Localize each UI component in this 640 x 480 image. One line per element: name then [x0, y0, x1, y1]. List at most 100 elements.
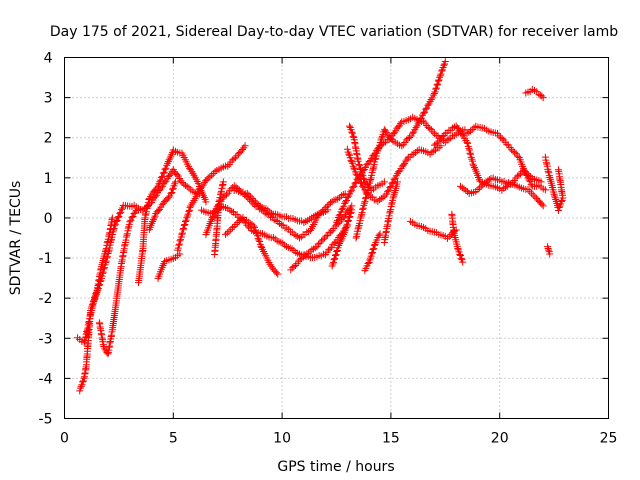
data-point [350, 164, 358, 172]
data-point [485, 176, 493, 184]
data-point [315, 210, 323, 218]
data-point [342, 198, 350, 206]
data-point [358, 209, 366, 217]
data-point [362, 193, 370, 201]
data-point [412, 124, 420, 132]
data-point [352, 234, 360, 242]
y-tick-label: -3 [39, 331, 53, 347]
data-point [408, 151, 416, 159]
data-point [416, 115, 424, 123]
data-point [336, 238, 344, 246]
data-point [99, 269, 107, 277]
data-point [378, 134, 386, 142]
data-point [413, 147, 421, 155]
data-point [348, 159, 356, 167]
data-point [389, 194, 397, 202]
data-point [354, 157, 362, 165]
data-point [322, 204, 330, 212]
data-point [468, 157, 476, 165]
data-point [474, 186, 482, 194]
data-point [257, 242, 265, 250]
data-point [199, 192, 207, 200]
data-point [305, 228, 313, 236]
series-s19 [352, 58, 449, 242]
data-point [180, 221, 188, 229]
data-point [270, 216, 278, 224]
data-point [235, 217, 243, 225]
data-point [187, 166, 195, 174]
data-point [374, 147, 382, 155]
data-point [276, 220, 284, 228]
data-point [164, 159, 172, 167]
data-point [343, 194, 351, 202]
data-point [502, 183, 510, 191]
data-point [393, 178, 401, 186]
data-point [76, 384, 84, 392]
data-point [318, 207, 326, 215]
data-point [469, 160, 477, 168]
data-point [366, 256, 374, 264]
data-point [226, 206, 234, 214]
data-point [357, 212, 365, 220]
series-s02 [76, 214, 116, 395]
data-point [390, 190, 398, 198]
data-point [176, 237, 184, 245]
data-point [99, 268, 107, 276]
data-point [438, 67, 446, 75]
data-point [476, 184, 484, 192]
data-point [368, 171, 376, 179]
data-point [112, 217, 120, 225]
data-point [352, 170, 360, 178]
data-point [77, 382, 85, 390]
data-point [427, 95, 435, 103]
data-point [457, 255, 465, 263]
data-point [369, 165, 377, 173]
data-point [434, 80, 442, 88]
data-point [456, 250, 464, 258]
data-point [333, 247, 341, 255]
data-point [428, 148, 436, 156]
data-point [329, 260, 337, 268]
tick-labels: 0 5 10 15 20 25 -5 -4 -3 -2 -1 0 1 2 3 4 [39, 51, 618, 447]
data-point [178, 229, 186, 237]
data-point [544, 245, 552, 253]
series-s18 [346, 122, 388, 194]
data-point [546, 175, 554, 183]
data-point [514, 152, 522, 160]
data-point [525, 176, 533, 184]
data-point [319, 236, 327, 244]
series-s08 [174, 142, 249, 254]
data-point [545, 246, 553, 254]
data-point [114, 213, 122, 221]
data-point [298, 254, 306, 262]
data-point [311, 244, 319, 252]
data-point [161, 165, 169, 173]
data-point [498, 135, 506, 143]
data-point [110, 226, 118, 234]
series-s23 [448, 210, 467, 266]
data-point [241, 142, 249, 150]
data-point [389, 178, 397, 186]
data-point [440, 61, 448, 69]
series-s26 [463, 122, 549, 194]
data-point [317, 237, 325, 245]
data-point [317, 209, 325, 217]
data-point [227, 226, 235, 234]
data-point [359, 174, 367, 182]
data-point [266, 261, 274, 269]
data-point [441, 129, 449, 137]
data-point [175, 241, 183, 249]
data-point [379, 193, 387, 201]
data-point [294, 232, 302, 240]
data-point [228, 224, 236, 232]
data-point [337, 192, 345, 200]
y-tick-label: -4 [39, 371, 53, 387]
data-point [290, 263, 298, 271]
data-point [301, 251, 309, 259]
data-point [467, 153, 475, 161]
data-points [74, 58, 567, 395]
y-tick-label: 0 [44, 211, 53, 227]
data-point [459, 258, 467, 266]
data-point [464, 139, 472, 147]
data-point [162, 164, 170, 172]
